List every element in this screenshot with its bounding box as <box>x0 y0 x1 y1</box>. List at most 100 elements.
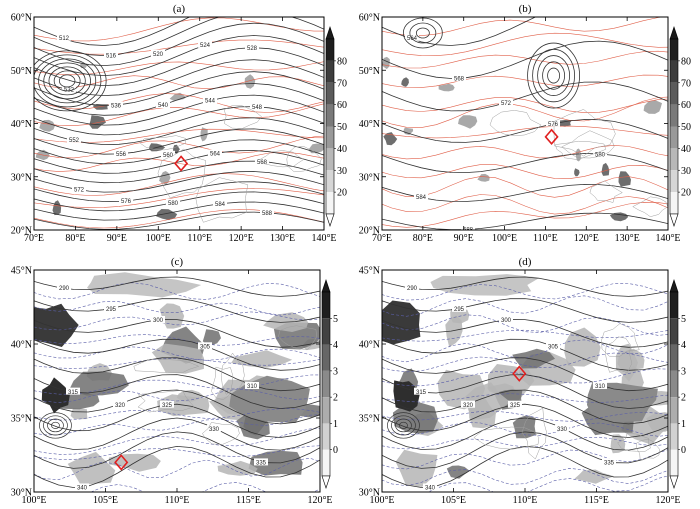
contour-label-bg <box>166 198 180 206</box>
shaded-area <box>202 329 221 346</box>
colorbar-label: 1 <box>333 419 338 430</box>
contour-line <box>382 431 668 469</box>
temperature-contour <box>34 209 324 229</box>
boundary-line <box>133 358 200 374</box>
contour-line <box>382 403 668 438</box>
colorbar-label: 70 <box>337 78 347 89</box>
boundary-line <box>561 130 615 159</box>
boundary-line <box>286 146 322 173</box>
dashed-contour <box>382 314 668 336</box>
dashed-contour <box>382 449 668 470</box>
shaded-area <box>445 315 463 348</box>
shaded-area <box>68 371 129 396</box>
boundary-line <box>157 148 206 199</box>
y-tick-label: 40°N <box>11 119 32 130</box>
contour-label: 320 <box>115 403 126 409</box>
contour-label: 325 <box>510 403 521 409</box>
location-marker <box>114 454 129 471</box>
contour-label-bg <box>499 98 513 106</box>
contour-line <box>34 338 320 371</box>
contour-label-bg <box>250 102 264 110</box>
colorbar-segment <box>670 192 678 214</box>
y-tick-label: 45°N <box>11 266 32 277</box>
contour-label: 290 <box>407 286 418 292</box>
temperature-contour <box>382 164 668 180</box>
contour-label: 520 <box>153 52 164 58</box>
colorbar-label: 3 <box>681 366 686 377</box>
contour-label: 584 <box>215 202 226 208</box>
temperature-contour <box>382 194 668 215</box>
contour-line <box>34 106 324 136</box>
contour-line <box>382 417 668 451</box>
contour-label: 315 <box>68 390 79 396</box>
x-tick-label: 115°E <box>584 495 609 506</box>
contour-line <box>34 276 320 297</box>
closed-contour <box>38 58 97 104</box>
closed-contour <box>53 70 81 92</box>
shaded-area <box>383 132 398 146</box>
shaded-area <box>70 408 88 420</box>
x-tick-label: 100°E <box>146 233 171 244</box>
contour-label-bg <box>75 483 89 491</box>
colorbar-segment <box>326 148 334 171</box>
contour-line <box>34 17 324 57</box>
colorbar-label: 0 <box>333 445 338 456</box>
contour-label: 305 <box>200 344 211 350</box>
shaded-area <box>393 380 420 412</box>
contour-label-bg <box>405 283 419 291</box>
colorbar: 80 70 60 50 40 30 20 <box>325 26 347 227</box>
contour-label: 540 <box>158 103 169 109</box>
colorbar-segment <box>670 370 678 398</box>
closed-contour <box>527 42 580 109</box>
x-tick-label: 130°E <box>615 233 640 244</box>
boundary-line <box>139 135 187 151</box>
colorbar-label: 4 <box>681 340 686 351</box>
x-tick-label: 70°E <box>372 233 392 244</box>
contour-line <box>34 94 324 126</box>
colorbar: 5 4 3 2 1 0 <box>669 279 686 489</box>
colorbar-label: 80 <box>681 56 691 67</box>
contour-label: 568 <box>257 160 268 166</box>
contour-label: 295 <box>106 307 117 313</box>
temperature-contour <box>382 74 668 88</box>
closed-contour <box>542 61 565 90</box>
contour-label-bg <box>255 157 269 165</box>
shaded-area <box>609 212 629 222</box>
boundary-line <box>554 140 607 160</box>
contour-label: 580 <box>168 201 179 207</box>
colorbar-arrow-bottom <box>325 213 335 227</box>
colorbar: 5 4 3 2 1 0 <box>321 279 338 489</box>
colorbar-label: 30 <box>681 166 691 177</box>
temperature-contour <box>34 135 324 159</box>
contour-line <box>34 59 324 97</box>
contour-line <box>34 22 324 67</box>
closed-contour <box>532 48 575 103</box>
shaded-area <box>643 100 662 114</box>
contour-label-bg <box>72 185 86 193</box>
x-tick-label: 80°E <box>65 233 85 244</box>
contour-label-bg <box>156 101 170 109</box>
contour-label-bg <box>213 199 227 207</box>
closed-contour <box>387 412 420 439</box>
contour-line <box>382 119 668 143</box>
colorbar-label: 3 <box>333 366 338 377</box>
shaded-area <box>601 162 610 176</box>
contour-line <box>34 35 324 77</box>
y-tick-label: 20°N <box>359 226 380 237</box>
shaded-area <box>512 348 555 369</box>
dashed-contour <box>382 393 668 403</box>
y-tick-label: 40°N <box>11 340 32 351</box>
y-tick-label: 35°N <box>11 414 32 425</box>
contour-label: 300 <box>501 318 512 324</box>
temperature-contour <box>382 17 665 37</box>
colorbar-arrow-bottom <box>669 213 679 227</box>
dashed-contour <box>382 467 668 487</box>
boundary-line <box>601 323 640 357</box>
map-background <box>34 17 324 230</box>
contour-label: 330 <box>557 427 568 433</box>
boundary-line <box>473 426 540 450</box>
temperature-contour <box>34 151 324 172</box>
contour-label: 568 <box>454 77 465 83</box>
